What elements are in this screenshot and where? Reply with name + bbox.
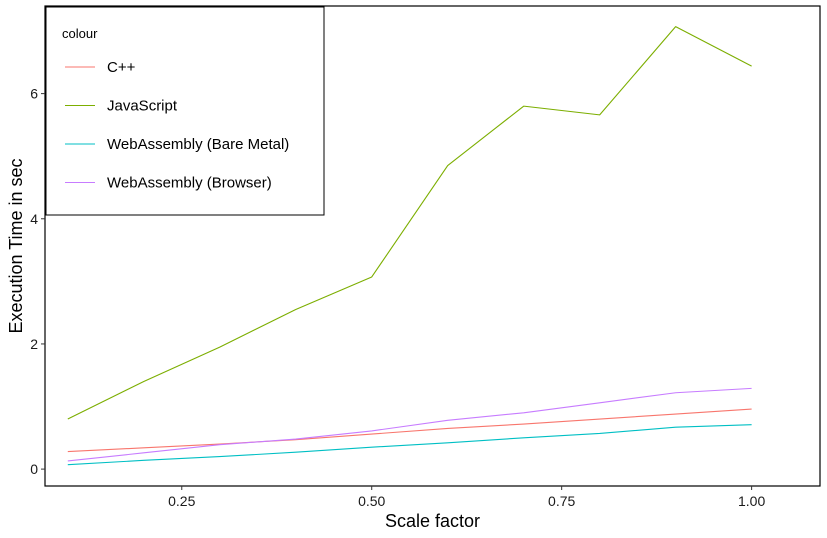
y-tick-label: 4 bbox=[30, 211, 38, 227]
series-line-1 bbox=[67, 408, 752, 453]
x-tick-label: 0.25 bbox=[168, 493, 195, 509]
legend-box bbox=[45, 6, 325, 216]
legend-title: colour bbox=[62, 26, 98, 41]
legend-label-1: C++ bbox=[107, 59, 136, 76]
y-tick-label: 0 bbox=[30, 461, 38, 477]
legend-label-4: WebAssembly (Browser) bbox=[107, 175, 272, 192]
plot-panel-border bbox=[44, 5, 821, 487]
y-axis-title: Execution Time in sec bbox=[6, 158, 26, 333]
x-tick-label: 0.75 bbox=[548, 493, 575, 509]
legend: colour C++ JavaScript WebAssembly (Bare Met… bbox=[45, 6, 325, 216]
x-tick-label: 1.00 bbox=[738, 493, 765, 509]
y-tick-label: 6 bbox=[30, 86, 38, 102]
legend-label-3: WebAssembly (Bare Metal) bbox=[107, 136, 289, 153]
x-axis-title: Scale factor bbox=[385, 511, 480, 531]
series-layer bbox=[67, 26, 752, 466]
series-line-4 bbox=[67, 387, 752, 462]
series-line-3 bbox=[67, 424, 752, 466]
legend-label-2: JavaScript bbox=[107, 98, 178, 115]
axes-layer: 0.25 0.50 0.75 1.00 0 2 4 6 bbox=[30, 5, 821, 509]
x-tick-label: 0.50 bbox=[358, 493, 385, 509]
series-line-2 bbox=[67, 26, 752, 420]
y-tick-label: 2 bbox=[30, 336, 38, 352]
